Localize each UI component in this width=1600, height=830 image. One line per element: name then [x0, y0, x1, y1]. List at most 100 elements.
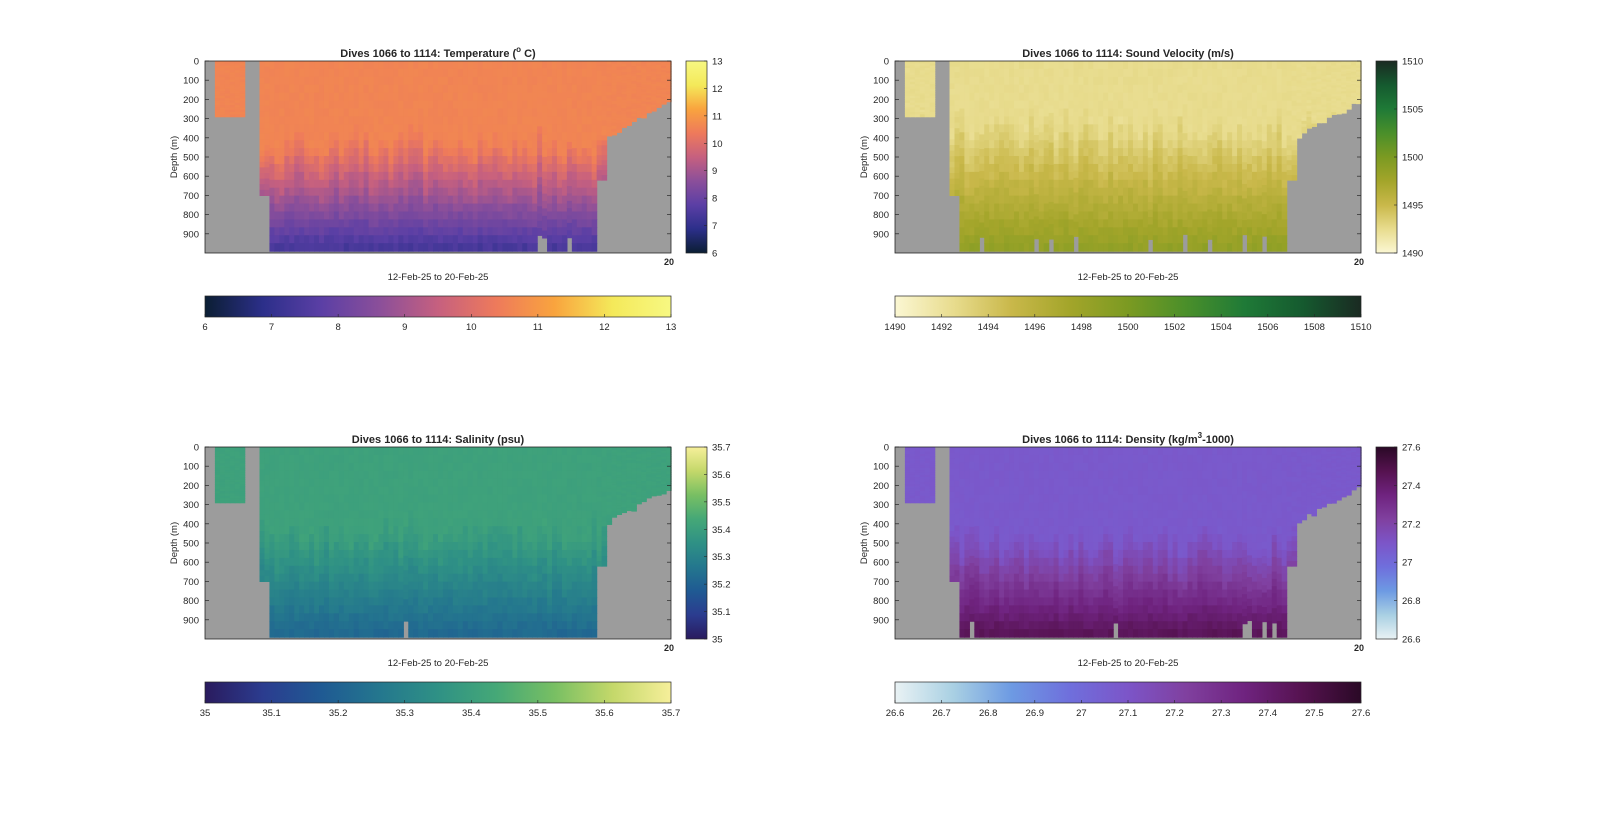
data-cell [949, 100, 956, 107]
data-cell [1177, 179, 1184, 189]
data-cell [1301, 69, 1308, 74]
data-cell [909, 63, 916, 67]
data-cell [477, 163, 484, 173]
data-cell [596, 170, 603, 176]
data-cell [631, 63, 637, 67]
data-cell [309, 100, 315, 110]
data-cell [1103, 148, 1109, 157]
data-cell [284, 179, 290, 189]
data-cell [428, 171, 434, 181]
data-cell [214, 102, 221, 106]
data-cell [413, 179, 419, 189]
data-cell [229, 72, 236, 76]
data-cell [974, 203, 980, 213]
data-cell [586, 61, 593, 70]
data-cell [492, 243, 499, 252]
data-cell [1187, 227, 1194, 236]
data-cell [388, 219, 394, 228]
data-cell [542, 223, 548, 232]
data-cell [1301, 93, 1308, 98]
data-cell [1182, 61, 1189, 69]
data-cell [1157, 219, 1164, 228]
data-cell [547, 203, 553, 213]
data-cell [393, 84, 399, 94]
data-cell [229, 107, 236, 111]
data-cell [234, 449, 241, 453]
data-cell [1177, 76, 1184, 86]
data-column [964, 61, 970, 252]
title-text: Dives 1066 to 1114: Temperature ( [340, 48, 516, 60]
data-cell [219, 100, 226, 104]
data-cell [1336, 76, 1342, 80]
data-cell [641, 91, 647, 95]
data-cell [571, 171, 578, 181]
data-cell [393, 116, 399, 125]
data-cell [552, 203, 558, 213]
data-cell [581, 187, 588, 197]
data-cell [1028, 195, 1035, 205]
data-cell [641, 79, 647, 83]
data-cell [304, 92, 310, 102]
data-cell [919, 63, 926, 67]
data-cell [328, 100, 335, 110]
data-cell [1043, 227, 1050, 236]
data-cell [1291, 105, 1298, 112]
data-cell [1261, 104, 1268, 113]
data-cell [1326, 61, 1332, 64]
data-column [1237, 61, 1243, 252]
data-cell [299, 243, 305, 252]
data-cell [1048, 187, 1055, 196]
data-cell [1217, 211, 1223, 220]
data-cell [1212, 132, 1218, 141]
data-cell [1098, 243, 1104, 252]
data-column [636, 61, 642, 118]
data-cell [1108, 156, 1114, 165]
data-cell [259, 100, 266, 107]
data-cell [1068, 108, 1075, 118]
data-cell [1336, 74, 1342, 78]
data-cell [1311, 82, 1317, 87]
data-cell [1346, 105, 1352, 108]
data-cell [1172, 84, 1179, 94]
data-cell [224, 88, 231, 92]
data-cell [408, 203, 414, 213]
data-column [929, 61, 936, 118]
data-column [1152, 61, 1159, 252]
data-cell [1187, 68, 1194, 78]
data-cell [289, 171, 295, 181]
data-cell [527, 187, 533, 197]
data-cell [239, 81, 246, 85]
data-cell [512, 243, 518, 252]
data-cell [621, 105, 627, 109]
data-cell [537, 155, 543, 164]
data-cell [1182, 219, 1189, 228]
data-cell [636, 70, 642, 74]
data-cell [591, 195, 598, 205]
data-cell [547, 195, 553, 205]
data-cell [1068, 116, 1075, 125]
data-cell [586, 179, 593, 189]
data-cell [909, 91, 916, 95]
data-cell [904, 109, 911, 113]
data-cell [423, 116, 429, 125]
data-cell [319, 61, 325, 70]
data-cell [1172, 227, 1179, 236]
data-cell [1068, 100, 1075, 110]
data-cell [1132, 179, 1139, 189]
data-cell [532, 227, 538, 236]
data-cell [1088, 132, 1094, 141]
data-cell [1142, 76, 1149, 86]
data-cell [358, 132, 365, 141]
data-cell [224, 67, 231, 71]
data-cell [373, 219, 380, 228]
data-cell [1281, 243, 1288, 252]
data-cell [1222, 132, 1228, 141]
data-cell [224, 449, 231, 453]
data-cell [467, 243, 474, 252]
data-cell [348, 156, 355, 165]
data-cell [413, 156, 419, 165]
data-cell [502, 179, 509, 189]
data-cell [1197, 76, 1203, 86]
data-cell [606, 64, 613, 68]
data-cell [1018, 84, 1025, 94]
